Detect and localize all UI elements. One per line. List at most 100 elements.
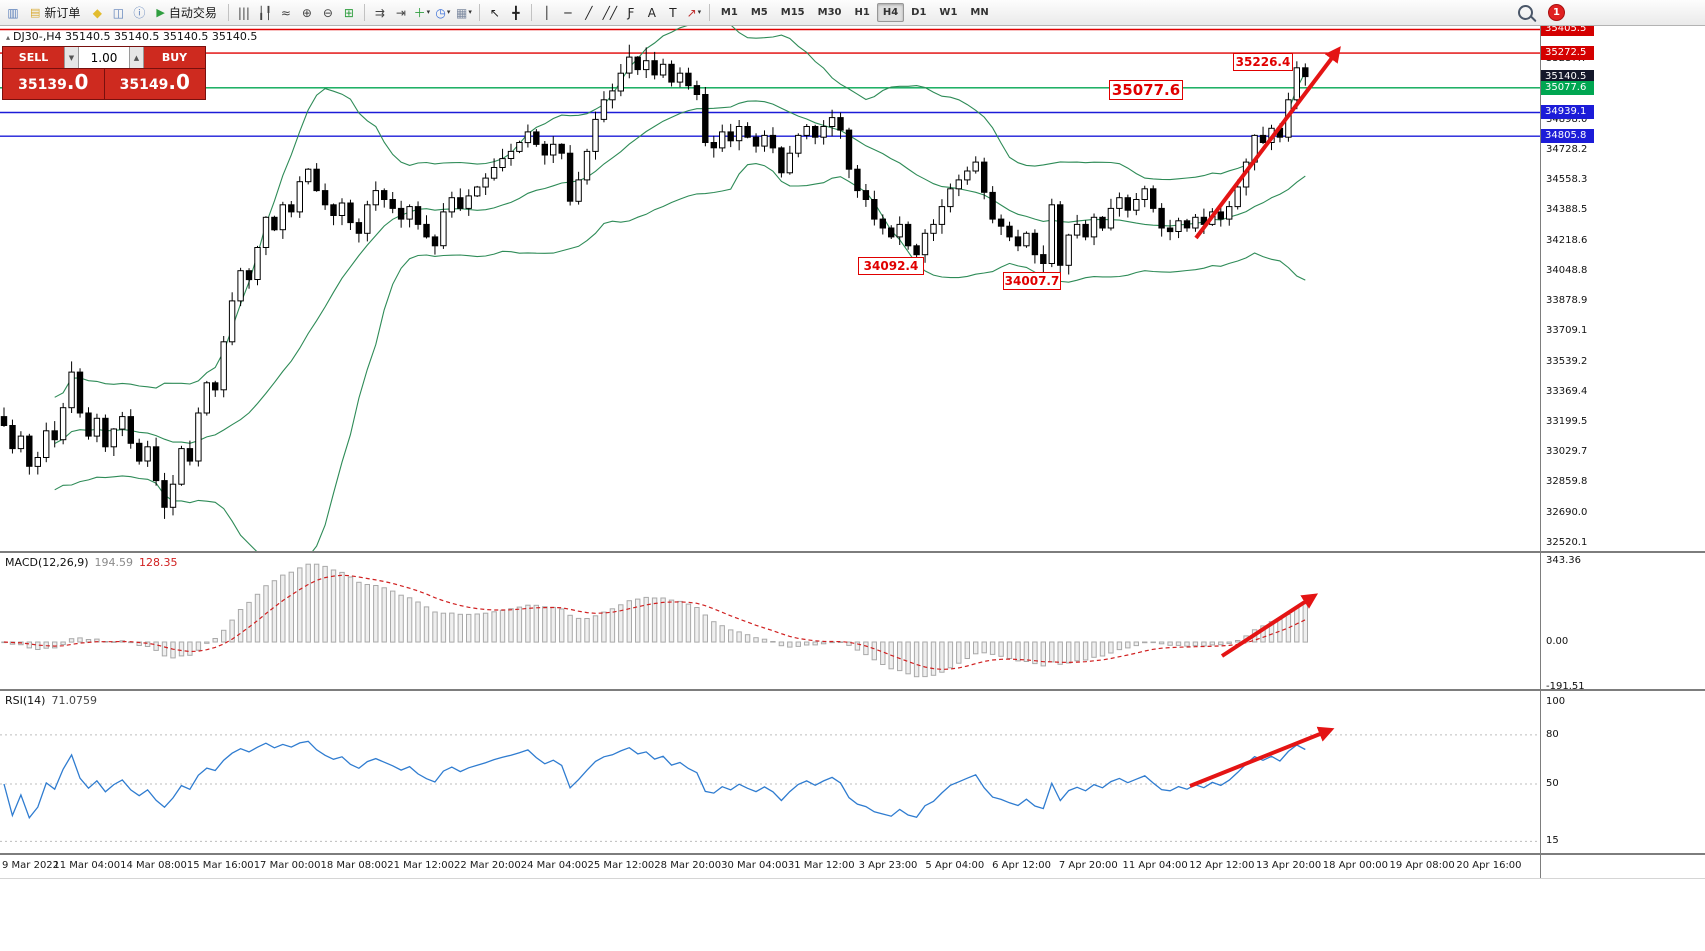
timeframe-m1[interactable]: M1 <box>720 7 738 18</box>
toolbar-separator <box>227 4 229 21</box>
timeframe-m15[interactable]: M15 <box>780 7 805 18</box>
vertical-line-icon[interactable]: │ <box>537 3 557 23</box>
time-axis-label: 12 Apr 12:00 <box>1189 860 1255 871</box>
toolbar-separator <box>708 4 710 21</box>
timeframe-d1[interactable]: D1 <box>911 7 927 18</box>
one-click-trading-panel: SELL ▼ ▲ BUY 35139.0 35149.0 <box>2 46 206 100</box>
line-chart-mode-icon[interactable]: ≈ <box>276 3 296 23</box>
time-axis-label: 22 Mar 20:00 <box>453 860 521 871</box>
price-annotation[interactable]: 34007.7 <box>1003 272 1061 290</box>
price-axis-tick: 34218.6 <box>1546 234 1588 246</box>
rsi-axis-tick: 80 <box>1546 728 1559 740</box>
bid-price[interactable]: 35139.0 <box>3 69 105 99</box>
channel-icon[interactable]: ╱╱ <box>600 3 620 23</box>
data-window-icon: ⓘ <box>133 5 146 20</box>
time-axis-label: 21 Mar 12:00 <box>387 860 454 871</box>
cursor-icon[interactable]: ↖ <box>485 3 505 23</box>
lot-decrease-button[interactable]: ▼ <box>64 47 79 68</box>
price-axis-box: 34805.8 <box>1541 129 1594 143</box>
horizontal-line-icon: ─ <box>564 5 572 20</box>
new-chart-icon[interactable]: ▥ <box>3 3 23 23</box>
time-axis-label: 20 Apr 16:00 <box>1456 860 1522 871</box>
price-axis-tick: 34388.5 <box>1546 204 1588 216</box>
metaeditor-icon[interactable]: ◆ <box>87 3 107 23</box>
timeframe-w1[interactable]: W1 <box>939 7 958 18</box>
price-axis-tick: 32520.1 <box>1546 536 1588 548</box>
templates-button[interactable]: ▦ ▾ <box>454 3 474 23</box>
panel-splitter[interactable] <box>0 551 1705 553</box>
price-annotation[interactable]: 35077.6 <box>1109 80 1183 100</box>
terminal-icon: ◫ <box>112 5 125 20</box>
metaeditor-icon: ◆ <box>92 5 103 20</box>
chevron-down-icon: ▾ <box>468 8 472 16</box>
rsi-label: RSI(14) 71.0759 <box>5 694 97 707</box>
timeframe-h4[interactable]: H4 <box>876 3 905 22</box>
crosshair-icon[interactable]: ╋ <box>506 3 526 23</box>
new-order-button[interactable]: ▤ 新订单 <box>24 3 86 23</box>
data-window-icon[interactable]: ⓘ <box>129 3 149 23</box>
price-axis-tick: 33539.2 <box>1546 355 1588 367</box>
macd-axis-tick: 343.36 <box>1546 555 1581 566</box>
terminal-icon[interactable]: ◫ <box>108 3 128 23</box>
rsi-axis-tick: 15 <box>1546 835 1559 847</box>
price-axis-tick: 33369.4 <box>1546 385 1588 397</box>
chart-shift-icon[interactable]: ⇥ <box>391 3 411 23</box>
main-chart-canvas[interactable] <box>0 26 1540 551</box>
text-icon[interactable]: A <box>642 3 662 23</box>
price-annotation[interactable]: 34092.4 <box>858 257 924 275</box>
toolbar-separator <box>530 4 532 21</box>
trendline-icon[interactable]: ╱ <box>579 3 599 23</box>
horizontal-line-icon[interactable]: ─ <box>558 3 578 23</box>
ask-price[interactable]: 35149.0 <box>104 69 205 99</box>
candlestick-mode-icon[interactable]: ╽╿ <box>255 3 275 23</box>
indicators-button[interactable]: ＋ ▾ <box>412 3 432 23</box>
timeframe-mn[interactable]: MN <box>970 7 989 18</box>
bar-chart-mode-icon[interactable]: ||| <box>234 3 254 23</box>
label-icon[interactable]: T <box>663 3 683 23</box>
zoom-out-icon[interactable]: ⊖ <box>318 3 338 23</box>
price-annotation[interactable]: 35226.4 <box>1233 53 1293 71</box>
chevron-down-icon: ▾ <box>446 8 451 16</box>
crosshair-icon: ╋ <box>512 5 520 20</box>
auto-scroll-icon[interactable]: ⇉ <box>370 3 390 23</box>
zoom-out-icon: ⊖ <box>322 5 333 20</box>
rsi-panel[interactable]: RSI(14) 71.0759 <box>0 691 1540 853</box>
macd-canvas[interactable] <box>0 553 1540 689</box>
panel-collapse-icon[interactable]: ▴ <box>6 33 11 42</box>
shapes-button[interactable]: ↗ ▾ <box>684 3 704 23</box>
search-icon[interactable] <box>1518 5 1533 20</box>
panel-splitter[interactable] <box>0 853 1705 855</box>
lot-size-input[interactable] <box>79 47 129 68</box>
chevron-down-icon: ▾ <box>426 8 431 16</box>
zoom-in-icon: ⊕ <box>301 5 312 20</box>
timeframe-h1[interactable]: H1 <box>854 7 870 18</box>
macd-panel[interactable]: MACD(12,26,9) 194.59 128.35 <box>0 553 1540 689</box>
tile-windows-icon[interactable]: ⊞ <box>339 3 359 23</box>
time-axis-label: 17 Mar 00:00 <box>253 860 321 871</box>
cursor-icon: ↖ <box>489 5 500 20</box>
lot-increase-button[interactable]: ▲ <box>129 47 144 68</box>
symbol-ohlc-label: ▴ DJ30-,H4 35140.5 35140.5 35140.5 35140.… <box>6 30 258 43</box>
price-axis-box: 34939.1 <box>1541 105 1594 119</box>
label-icon: T <box>669 5 677 20</box>
indicators-glyph: ＋ <box>413 5 426 20</box>
toolbar-separator <box>478 4 480 21</box>
price-axis-tick: 34558.3 <box>1546 174 1588 186</box>
time-axis-label: 6 Apr 12:00 <box>992 860 1051 871</box>
timeframe-m30[interactable]: M30 <box>817 7 842 18</box>
timeframe-m5[interactable]: M5 <box>750 7 768 18</box>
rsi-canvas[interactable] <box>0 691 1540 853</box>
main-chart-panel[interactable]: ▴ DJ30-,H4 35140.5 35140.5 35140.5 35140.… <box>0 26 1540 551</box>
sell-button[interactable]: SELL <box>3 47 64 68</box>
price-axis-tick: 34728.2 <box>1546 143 1588 155</box>
zoom-in-icon[interactable]: ⊕ <box>297 3 317 23</box>
panel-splitter[interactable] <box>0 689 1705 691</box>
periods-button[interactable]: ◷ ▾ <box>433 3 453 23</box>
buy-button[interactable]: BUY <box>144 47 205 68</box>
autotrading-button[interactable]: ▶ 自动交易 <box>150 3 222 23</box>
periods-glyph: ◷ <box>435 5 446 20</box>
new-order-button-label: 新订单 <box>44 6 81 20</box>
notification-badge[interactable]: 1 <box>1548 4 1565 21</box>
text-icon: A <box>647 5 657 20</box>
fibonacci-icon[interactable]: Ƒ <box>621 3 641 23</box>
